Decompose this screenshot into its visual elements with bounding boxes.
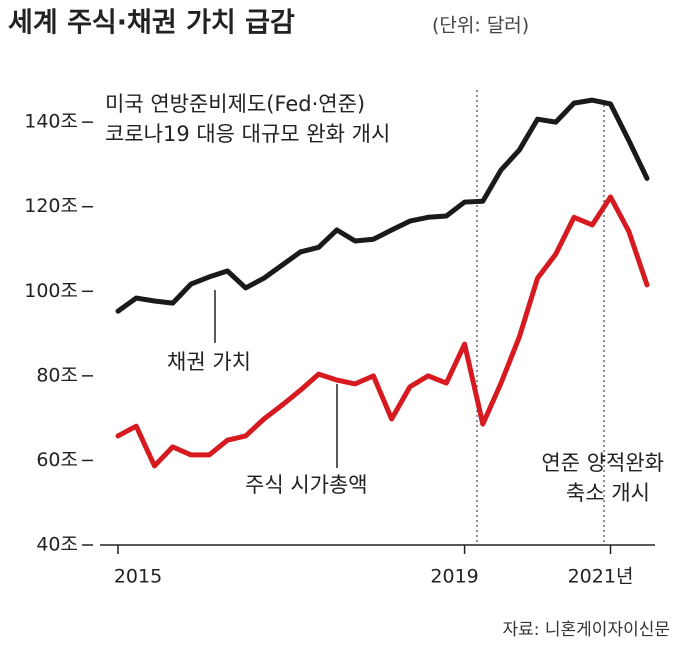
x-tick-label: 2021년	[568, 566, 634, 588]
y-tick-label: 40조	[36, 534, 78, 556]
chart-subtitle: (단위: 달러)	[432, 15, 529, 37]
y-tick-label: 100조	[24, 280, 78, 302]
y-tick-label: 120조	[24, 195, 78, 217]
annotation: 축소 개시	[566, 481, 650, 505]
source: 자료: 니혼게이자이신문	[502, 620, 670, 640]
data-line	[115, 97, 650, 314]
series-label: 채권 가치	[167, 350, 251, 374]
x-tick-label: 2019	[430, 566, 478, 588]
chart-title: 세계 주식·채권 가치 급감	[8, 8, 295, 39]
y-tick-label: 60조	[36, 449, 78, 471]
data-line	[115, 194, 650, 469]
y-tick-label: 80조	[36, 364, 78, 386]
annotation: 미국 연방준비제도(Fed·연준)	[105, 92, 365, 116]
annotation: 연준 양적완화	[541, 451, 664, 475]
annotation: 코로나19 대응 대규모 완화 개시	[105, 122, 390, 146]
series-label: 주식 시가총액	[245, 473, 368, 497]
y-tick-label: 140조	[24, 111, 78, 133]
x-tick-label: 2015	[114, 566, 162, 588]
